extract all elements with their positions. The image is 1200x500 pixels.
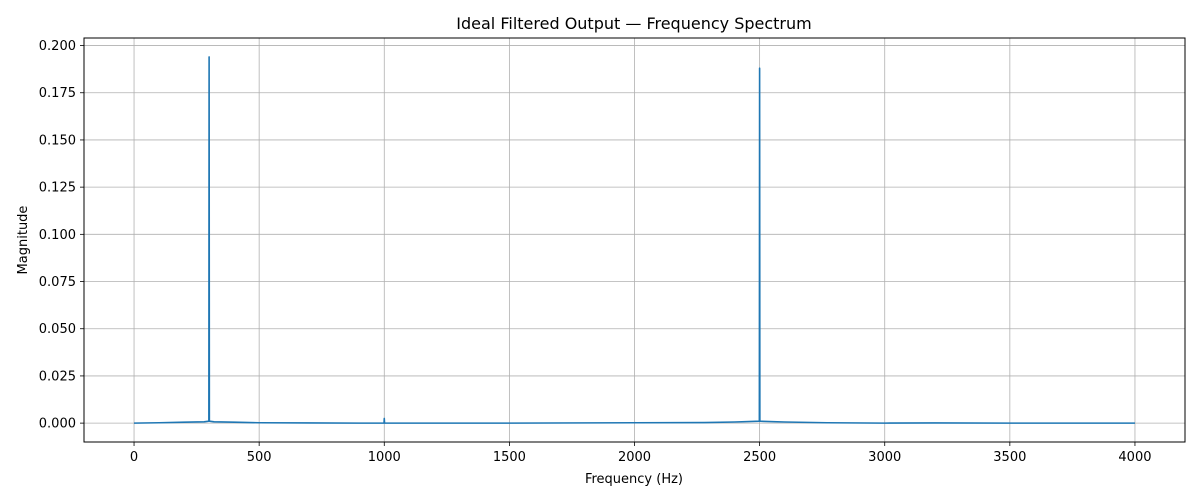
y-axis-ticks: 0.000 0.025 0.050 0.075 0.100 0.125 0.150 0.175… [39, 39, 84, 432]
y-tick-label: 0.100 [39, 228, 76, 243]
y-tick-label: 0.025 [39, 369, 76, 384]
y-tick-label: 0.125 [39, 181, 76, 196]
y-tick-label: 0.075 [39, 275, 76, 290]
y-tick-label: 0.175 [39, 86, 76, 101]
x-tick-label: 1500 [493, 450, 526, 465]
y-tick-label: 0.150 [39, 133, 76, 148]
y-tick-label: 0.000 [39, 417, 76, 432]
x-axis-label: Frequency (Hz) [585, 472, 683, 487]
x-tick-label: 500 [247, 450, 272, 465]
x-tick-label: 2500 [743, 450, 776, 465]
y-tick-label: 0.200 [39, 39, 76, 54]
x-tick-label: 3000 [868, 450, 901, 465]
x-tick-label: 1000 [368, 450, 401, 465]
series-layer [134, 56, 1135, 424]
x-tick-label: 4000 [1118, 450, 1151, 465]
x-tick-label: 2000 [618, 450, 651, 465]
chart-title: Ideal Filtered Output — Frequency Spectr… [456, 14, 811, 33]
x-tick-label: 3500 [993, 450, 1026, 465]
spectrum-line [134, 56, 1135, 424]
y-axis-label: Magnitude [16, 206, 31, 275]
x-axis-ticks: 0 500 1000 1500 2000 2500 3000 3500 4000 [130, 442, 1152, 465]
y-tick-label: 0.050 [39, 322, 76, 337]
x-tick-label: 0 [130, 450, 138, 465]
grid [84, 38, 1185, 442]
